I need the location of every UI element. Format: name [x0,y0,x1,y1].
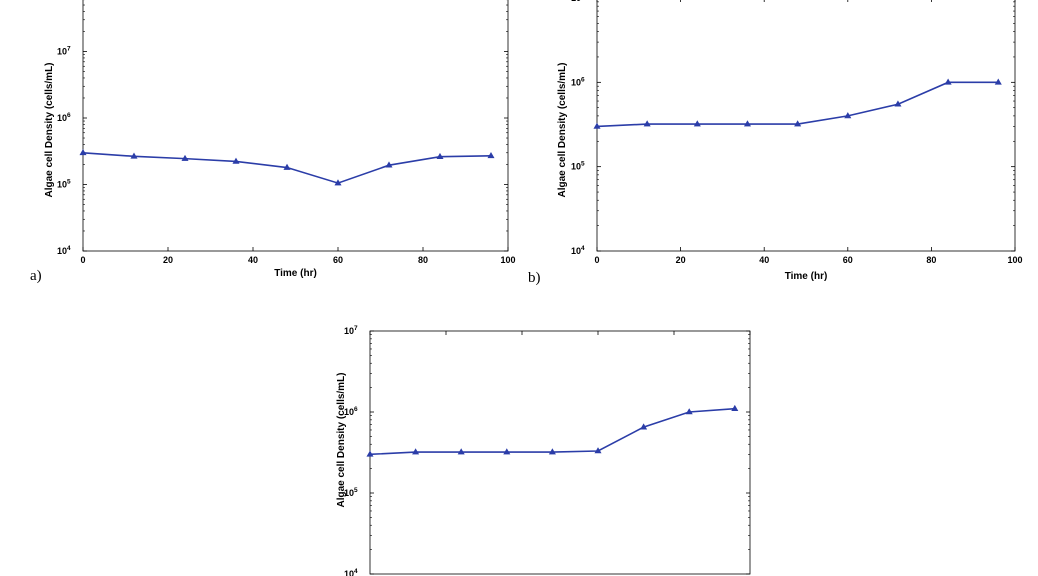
y-tick-label: 10 [571,162,581,172]
y-axis-label: Algae cell Density (cells/mL) [557,62,568,197]
x-axis-label: Time (hr) [785,271,828,282]
x-tick-label: 20 [676,255,686,265]
x-axis-label: Time (hr) [274,268,317,279]
data-point-marker [412,448,420,455]
data-point-marker [594,447,602,454]
data-point-marker [366,450,374,457]
y-tick-label-exponent: 5 [581,161,585,168]
data-point-marker [79,148,87,156]
y-tick-label: 10 [57,47,67,57]
y-tick-label: 10 [344,407,354,417]
data-point-marker [994,78,1002,85]
x-tick-label: 20 [163,255,173,265]
x-tick-label: 60 [843,255,853,265]
panel-label-a: a) [30,268,42,284]
data-point-marker [643,120,651,127]
y-tick-label-exponent: 4 [581,245,585,252]
y-axis-label: Algae cell Density (cells/mL) [44,62,55,197]
data-point-marker [731,404,739,411]
data-point-marker [548,448,556,455]
data-point-marker [844,112,852,119]
data-point-marker [334,179,342,186]
y-tick-label: 10 [57,113,67,123]
x-tick-label: 40 [248,255,258,265]
x-tick-label: 100 [1007,255,1022,265]
data-point-marker [794,120,802,127]
y-tick-label-exponent: 7 [354,325,358,332]
series-line [369,407,735,456]
y-tick-label: 10 [571,246,581,256]
y-tick-label-exponent: 5 [354,487,358,494]
data-point-marker [457,448,465,455]
y-tick-label-exponent: 6 [67,112,71,119]
y-tick-label: 10 [571,0,581,3]
data-point-marker [503,448,511,455]
x-tick-label: 0 [594,255,599,265]
series-line [596,81,999,128]
plot-frame [596,0,1016,252]
data-point-marker [436,152,444,159]
y-tick-label: 10 [571,77,581,87]
data-point-marker [685,408,693,415]
data-point-marker [130,152,138,159]
chart-a: 020406080100104105106107108Time (hr)Alga… [44,0,516,279]
x-tick-label: 0 [80,255,85,265]
y-tick-label-exponent: 4 [354,568,358,575]
y-tick-label: 10 [344,488,354,498]
y-tick-label: 10 [57,180,67,190]
x-tick-label: 60 [333,255,343,265]
x-tick-label: 80 [926,255,936,265]
y-tick-label-exponent: 6 [581,76,585,83]
data-point-marker [640,423,648,430]
data-point-marker [593,122,601,129]
data-point-marker [894,100,902,107]
y-tick-label: 10 [344,326,354,336]
y-tick-label-exponent: 4 [67,245,71,252]
data-point-marker [232,157,240,164]
y-tick-label-exponent: 5 [67,179,71,186]
y-tick-label-exponent: 7 [67,46,71,53]
panel-label-b: b) [528,270,541,286]
data-point-marker [743,120,751,127]
y-tick-label: 10 [344,569,354,576]
data-point-marker [944,78,952,85]
x-tick-label: 80 [418,255,428,265]
data-point-marker [385,161,393,168]
y-tick-label: 10 [57,246,67,256]
y-axis-label: Algae cell Density (cells/mL) [336,372,347,507]
data-point-marker [181,154,189,161]
data-point-marker [487,152,495,159]
data-point-marker [693,120,701,127]
y-tick-label-exponent: 6 [354,406,358,413]
x-tick-label: 40 [759,255,769,265]
plot-frame [82,0,509,252]
x-tick-label: 100 [500,255,515,265]
data-point-marker [283,163,291,170]
